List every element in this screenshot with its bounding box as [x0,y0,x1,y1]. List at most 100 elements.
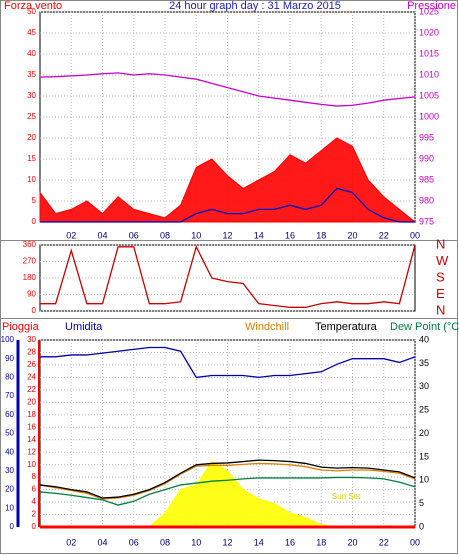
y2-tick-label: 40 [419,334,429,344]
x-tick-label: 02 [66,230,76,240]
y2-tick-label: 15 [419,451,429,461]
x-tick-label: 10 [191,537,201,547]
legend-entry: Pioggia [2,321,40,333]
y3-tick-label: 0 [32,522,37,531]
x-tick-label: 00 [410,537,420,547]
y3-tick-label: 2 [32,510,37,519]
y2-tick-label: 985 [419,174,434,184]
y-tick-label: 0 [32,306,37,315]
y2-tick-label: W [436,253,449,268]
x-tick-label: 22 [379,537,389,547]
y-tick-label: 0 [10,522,15,531]
y3-tick-label: 8 [32,472,37,481]
y-tick-label: 270 [23,257,37,266]
y2-tick-label: 1005 [419,90,439,100]
y2-tick-label: 1015 [419,48,439,58]
y-tick-label: 180 [23,273,37,282]
y2-tick-label: S [436,269,445,284]
y2-tick-label: 20 [419,428,429,438]
y-tick-label: 40 [5,447,14,456]
x-tick-label: 00 [410,230,420,240]
x-tick-label: 04 [97,230,107,240]
x-tick-label: 18 [316,537,326,547]
x-tick-label: 08 [160,230,170,240]
y-tick-label: 45 [27,28,36,37]
legend-entry: Dew Point (°C [390,321,459,333]
y3-tick-label: 14 [27,435,36,444]
y3-tick-label: 6 [32,485,37,494]
x-tick-label: 12 [222,537,232,547]
line [39,476,416,506]
y-tick-label: 80 [5,373,14,382]
x-tick-label: 14 [254,230,264,240]
x-tick-label: 20 [347,537,357,547]
y2-tick-label: 5 [419,498,424,508]
y2-tick-label: 35 [419,358,429,368]
x-tick-label: 12 [222,230,232,240]
line [39,72,416,107]
area [39,137,417,223]
y2-tick-label: 25 [419,405,429,415]
right-axis-label: Pressione [407,0,456,12]
y3-tick-label: 10 [27,460,36,469]
line [40,187,415,223]
y-tick-label: 30 [5,466,14,475]
y-tick-label: 50 [27,7,36,16]
x-tick-label: 02 [66,537,76,547]
line [39,459,416,499]
y2-tick-label: N [436,236,445,251]
x-tick-label: 16 [285,230,295,240]
y-tick-label: 15 [27,154,36,163]
y2-tick-label: N [436,302,445,317]
y3-tick-label: 18 [27,410,36,419]
y2-tick-label: E [436,286,445,301]
y-tick-label: 10 [5,503,14,512]
y-tick-label: 20 [5,485,14,494]
x-tick-label: 04 [97,537,107,547]
left-axis-label: Forza vento [4,0,62,12]
y-tick-label: 25 [27,112,36,121]
y-tick-label: 5 [32,196,37,205]
legend-entry: Temperatura [315,321,378,333]
y3-tick-label: 24 [27,373,36,382]
y2-tick-label: 1020 [419,27,439,37]
line [40,346,416,379]
annotation: Sun Set [332,492,361,501]
y-tick-label: 40 [27,49,36,58]
x-tick-label: 16 [285,537,295,547]
y-tick-label: 70 [5,391,14,400]
x-tick-label: 14 [254,537,264,547]
x-tick-label: 06 [129,537,139,547]
y2-tick-label: 1000 [419,111,439,121]
y-tick-label: 90 [27,290,36,299]
y2-tick-label: 10 [419,475,429,485]
y-tick-label: 30 [27,91,36,100]
y2-tick-label: 1025 [419,6,439,16]
y-tick-label: 50 [5,429,14,438]
x-tick-label: 06 [129,230,139,240]
y-tick-label: 360 [23,240,37,249]
y3-tick-label: 28 [27,348,36,357]
line [40,244,416,308]
chart-title: 24 hour graph day : 31 Marzo 2015 [169,0,341,12]
x-tick-label: 18 [316,230,326,240]
legend-entry: Windchill [245,321,289,333]
y2-tick-label: 980 [419,195,434,205]
x-tick-label: 10 [191,230,201,240]
y-tick-label: 0 [32,217,37,226]
line [39,462,416,500]
y-tick-label: 10 [27,175,36,184]
y3-tick-label: 16 [27,422,36,431]
y-tick-label: 100 [1,335,15,344]
x-tick-label: 08 [160,537,170,547]
y2-tick-label: 990 [419,153,434,163]
legend-entry: Umidita [65,321,103,333]
y-tick-label: 35 [27,70,36,79]
x-tick-label: 20 [347,230,357,240]
y3-tick-label: 20 [27,397,36,406]
y3-tick-label: 26 [27,360,36,369]
y3-tick-label: 30 [27,335,36,344]
y2-tick-label: 1010 [419,69,439,79]
y2-tick-label: 0 [419,521,424,531]
